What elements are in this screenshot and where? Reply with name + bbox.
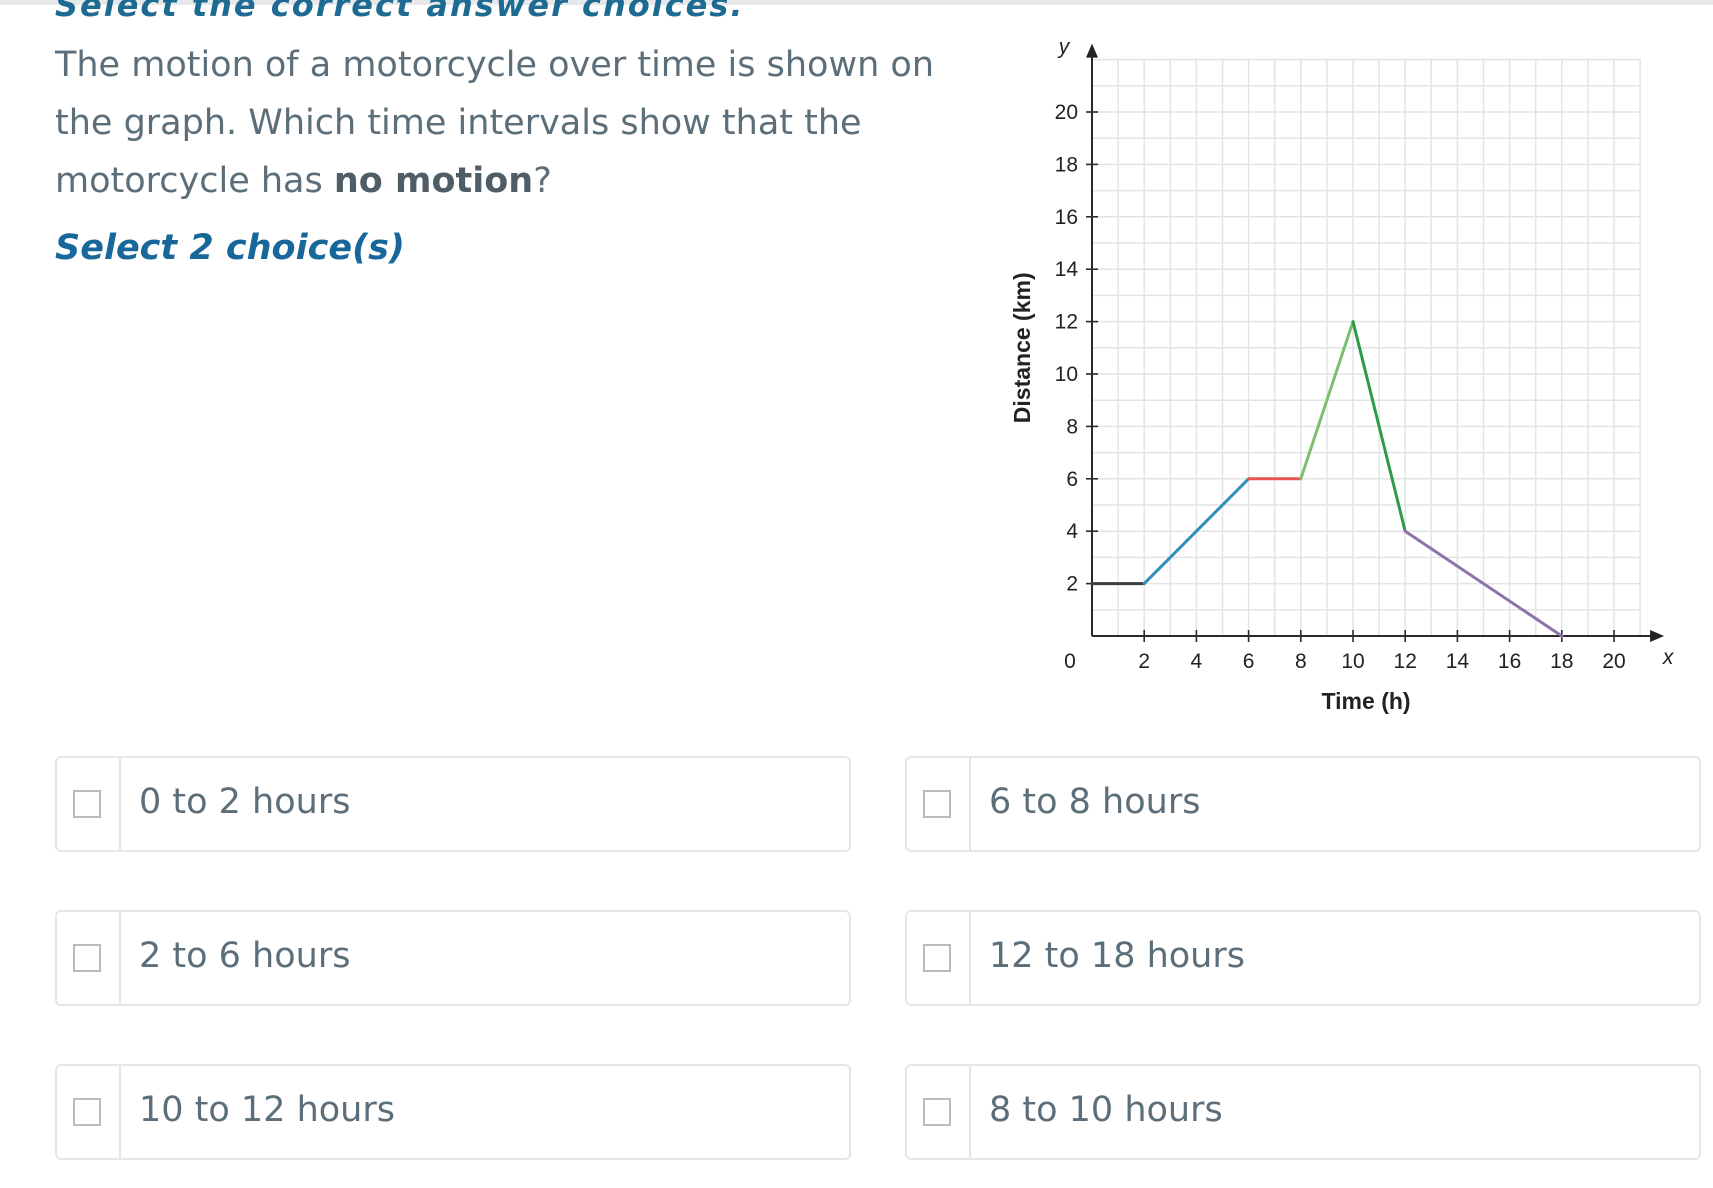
y-tick-label: 6 bbox=[1066, 468, 1078, 491]
question-text-part1: The motion of a motorcycle over time is … bbox=[55, 45, 934, 201]
x-tick-label: 16 bbox=[1498, 650, 1521, 673]
x-tick-label: 6 bbox=[1243, 650, 1255, 673]
y-tick-label: 8 bbox=[1066, 415, 1078, 438]
choice-8-to-10-hours[interactable]: 8 to 10 hours bbox=[905, 1064, 1701, 1160]
x-tick-label: 20 bbox=[1602, 650, 1625, 673]
graph-segment bbox=[1403, 529, 1564, 638]
checkbox-cell bbox=[57, 1066, 121, 1158]
choice-label: 2 to 6 hours bbox=[139, 936, 351, 976]
x-tick-label: 2 bbox=[1138, 650, 1150, 673]
y-tick-label: 18 bbox=[1055, 153, 1078, 176]
instruction-text: Select the correct answer choices. bbox=[55, 0, 745, 24]
y-tick-label: 2 bbox=[1066, 573, 1078, 596]
x-axis-title: Time (h) bbox=[1322, 688, 1411, 714]
checkbox-cell bbox=[57, 912, 121, 1004]
y-tick-label: 10 bbox=[1055, 363, 1078, 386]
y-tick-label: 4 bbox=[1066, 520, 1078, 543]
graph-segment bbox=[1351, 320, 1407, 533]
choice-0-to-2-hours[interactable]: 0 to 2 hours bbox=[55, 756, 851, 852]
x-tick-label: 10 bbox=[1341, 650, 1364, 673]
y-axis-arrow bbox=[1086, 43, 1098, 58]
choice-6-to-8-hours[interactable]: 6 to 8 hours bbox=[905, 756, 1701, 852]
x-tick-label: 18 bbox=[1550, 650, 1573, 673]
select-count-label: Select 2 choice(s) bbox=[55, 228, 405, 268]
choice-label: 6 to 8 hours bbox=[989, 782, 1201, 822]
y-tick-label: 20 bbox=[1055, 101, 1078, 124]
x-tick-label: 14 bbox=[1446, 650, 1470, 673]
x-axis-arrow bbox=[1650, 630, 1665, 642]
question-text-part2: ? bbox=[533, 161, 552, 201]
y-tick-label: 14 bbox=[1055, 258, 1079, 281]
choice-label: 12 to 18 hours bbox=[989, 936, 1245, 976]
y-tick-label: 12 bbox=[1055, 311, 1078, 334]
origin-label: 0 bbox=[1064, 650, 1076, 673]
graph-segment bbox=[1142, 477, 1251, 586]
choice-10-to-12-hours[interactable]: 10 to 12 hours bbox=[55, 1064, 851, 1160]
x-tick-label: 4 bbox=[1191, 650, 1203, 673]
x-tick-label: 8 bbox=[1295, 650, 1307, 673]
checkbox[interactable] bbox=[73, 1098, 101, 1126]
question-emphasis: no motion bbox=[333, 161, 534, 201]
choice-12-to-18-hours[interactable]: 12 to 18 hours bbox=[905, 910, 1701, 1006]
y-axis-title: Distance (km) bbox=[1009, 272, 1035, 423]
choice-label: 8 to 10 hours bbox=[989, 1090, 1223, 1130]
checkbox-cell bbox=[907, 1066, 971, 1158]
checkbox-cell bbox=[907, 758, 971, 850]
choice-2-to-6-hours[interactable]: 2 to 6 hours bbox=[55, 910, 851, 1006]
checkbox[interactable] bbox=[923, 944, 951, 972]
distance-time-graph: 2 4 6 8 10 12 14 16 18 20 2 4 6 8 10 12 14 16 18 20 0 x y Time … bbox=[1000, 36, 1690, 728]
checkbox[interactable] bbox=[923, 790, 951, 818]
checkbox-cell bbox=[907, 912, 971, 1004]
y-variable-label: y bbox=[1057, 36, 1071, 59]
x-tick-label: 12 bbox=[1394, 650, 1417, 673]
checkbox[interactable] bbox=[923, 1098, 951, 1126]
graph-segment bbox=[1299, 320, 1355, 481]
top-divider bbox=[0, 0, 1713, 5]
y-tick-label: 16 bbox=[1055, 206, 1078, 229]
x-variable-label: x bbox=[1662, 646, 1675, 669]
choice-label: 10 to 12 hours bbox=[139, 1090, 395, 1130]
graph-svg: 2 4 6 8 10 12 14 16 18 20 2 4 6 8 10 12 14 16 18 20 0 x y Time … bbox=[1009, 36, 1675, 714]
checkbox[interactable] bbox=[73, 790, 101, 818]
question-text: The motion of a motorcycle over time is … bbox=[55, 36, 935, 210]
checkbox-cell bbox=[57, 758, 121, 850]
choice-label: 0 to 2 hours bbox=[139, 782, 351, 822]
checkbox[interactable] bbox=[73, 944, 101, 972]
